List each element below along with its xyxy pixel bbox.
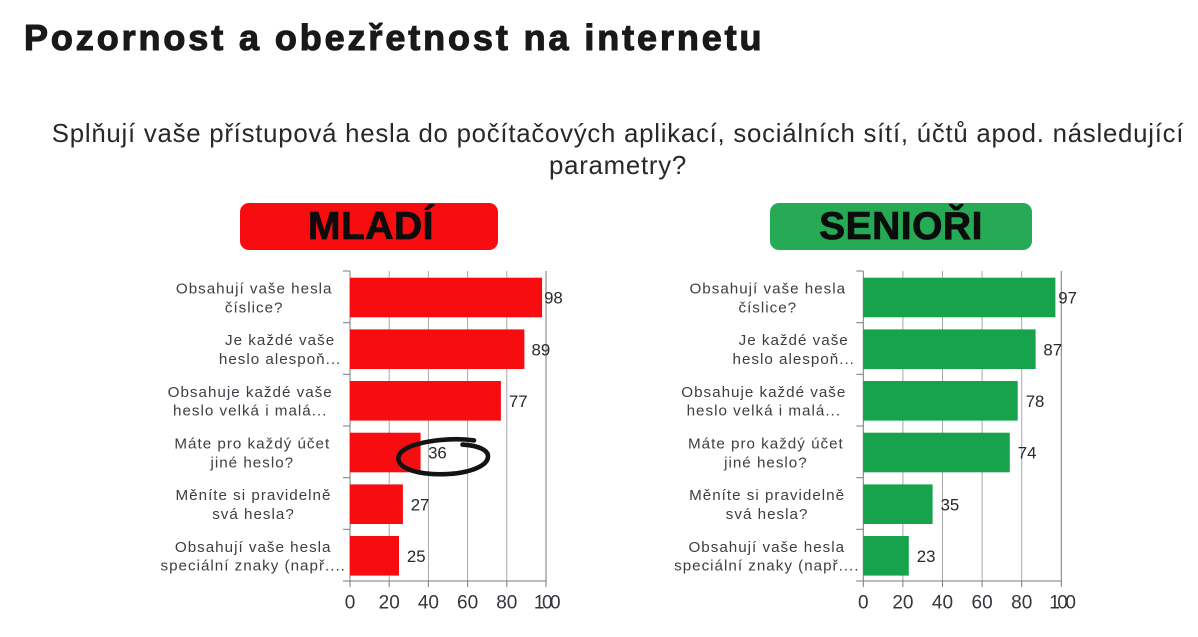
svg-text:Obsahují vaše hesla: Obsahují vaše hesla <box>689 281 846 298</box>
svg-text:80: 80 <box>1011 593 1032 614</box>
svg-text:80: 80 <box>496 593 517 614</box>
svg-text:20: 20 <box>379 593 400 614</box>
svg-text:60: 60 <box>457 593 478 614</box>
svg-text:Obsahuje každé vaše: Obsahuje každé vaše <box>168 384 333 401</box>
svg-text:Obsahují vaše hesla: Obsahují vaše hesla <box>688 539 845 556</box>
svg-text:100: 100 <box>534 593 560 614</box>
svg-text:Měníte si pravidelně: Měníte si pravidelně <box>176 487 332 504</box>
svg-text:jiné heslo?: jiné heslo? <box>723 454 808 471</box>
svg-text:heslo alespoň...: heslo alespoň... <box>733 351 855 368</box>
svg-text:Obsahují vaše hesla: Obsahují vaše hesla <box>175 539 332 556</box>
svg-text:89: 89 <box>532 340 551 359</box>
svg-text:74: 74 <box>1018 444 1037 463</box>
svg-text:svá hesla?: svá hesla? <box>212 506 295 523</box>
svg-text:98: 98 <box>544 289 563 308</box>
svg-text:speciální znaky (např....: speciální znaky (např.... <box>674 558 859 575</box>
svg-text:23: 23 <box>917 547 936 566</box>
svg-text:40: 40 <box>418 593 439 614</box>
svg-text:Měníte si pravidelně: Měníte si pravidelně <box>689 487 845 504</box>
svg-text:Máte pro každý účet: Máte pro každý účet <box>688 436 844 453</box>
svg-text:Obsahují vaše hesla: Obsahují vaše hesla <box>176 281 333 298</box>
svg-text:100: 100 <box>1049 593 1075 614</box>
svg-text:Obsahuje každé vaše: Obsahuje každé vaše <box>681 384 846 401</box>
svg-text:Je každé vaše: Je každé vaše <box>739 332 849 349</box>
svg-text:87: 87 <box>1043 340 1062 359</box>
svg-text:Máte pro každý účet: Máte pro každý účet <box>174 436 330 453</box>
svg-text:heslo alespoň...: heslo alespoň... <box>219 351 341 368</box>
svg-text:77: 77 <box>509 392 528 411</box>
svg-text:0: 0 <box>858 593 869 614</box>
svg-text:heslo velká i malá...: heslo velká i malá... <box>687 403 841 420</box>
svg-text:svá hesla?: svá hesla? <box>726 506 809 523</box>
svg-text:27: 27 <box>411 495 430 514</box>
svg-text:Je každé vaše: Je každé vaše <box>225 332 335 349</box>
svg-text:97: 97 <box>1058 289 1077 308</box>
svg-text:jiné heslo?: jiné heslo? <box>209 454 294 471</box>
svg-text:36: 36 <box>428 444 447 463</box>
svg-text:25: 25 <box>407 547 426 566</box>
svg-text:78: 78 <box>1026 392 1045 411</box>
svg-text:číslice?: číslice? <box>225 299 284 316</box>
svg-text:speciální znaky (např....: speciální znaky (např.... <box>161 558 346 575</box>
svg-text:0: 0 <box>345 593 356 614</box>
svg-text:20: 20 <box>892 593 913 614</box>
svg-text:heslo velká i malá...: heslo velká i malá... <box>173 403 327 420</box>
svg-text:40: 40 <box>932 593 953 614</box>
svg-text:35: 35 <box>941 495 960 514</box>
svg-text:číslice?: číslice? <box>738 299 797 316</box>
svg-text:60: 60 <box>972 593 993 614</box>
